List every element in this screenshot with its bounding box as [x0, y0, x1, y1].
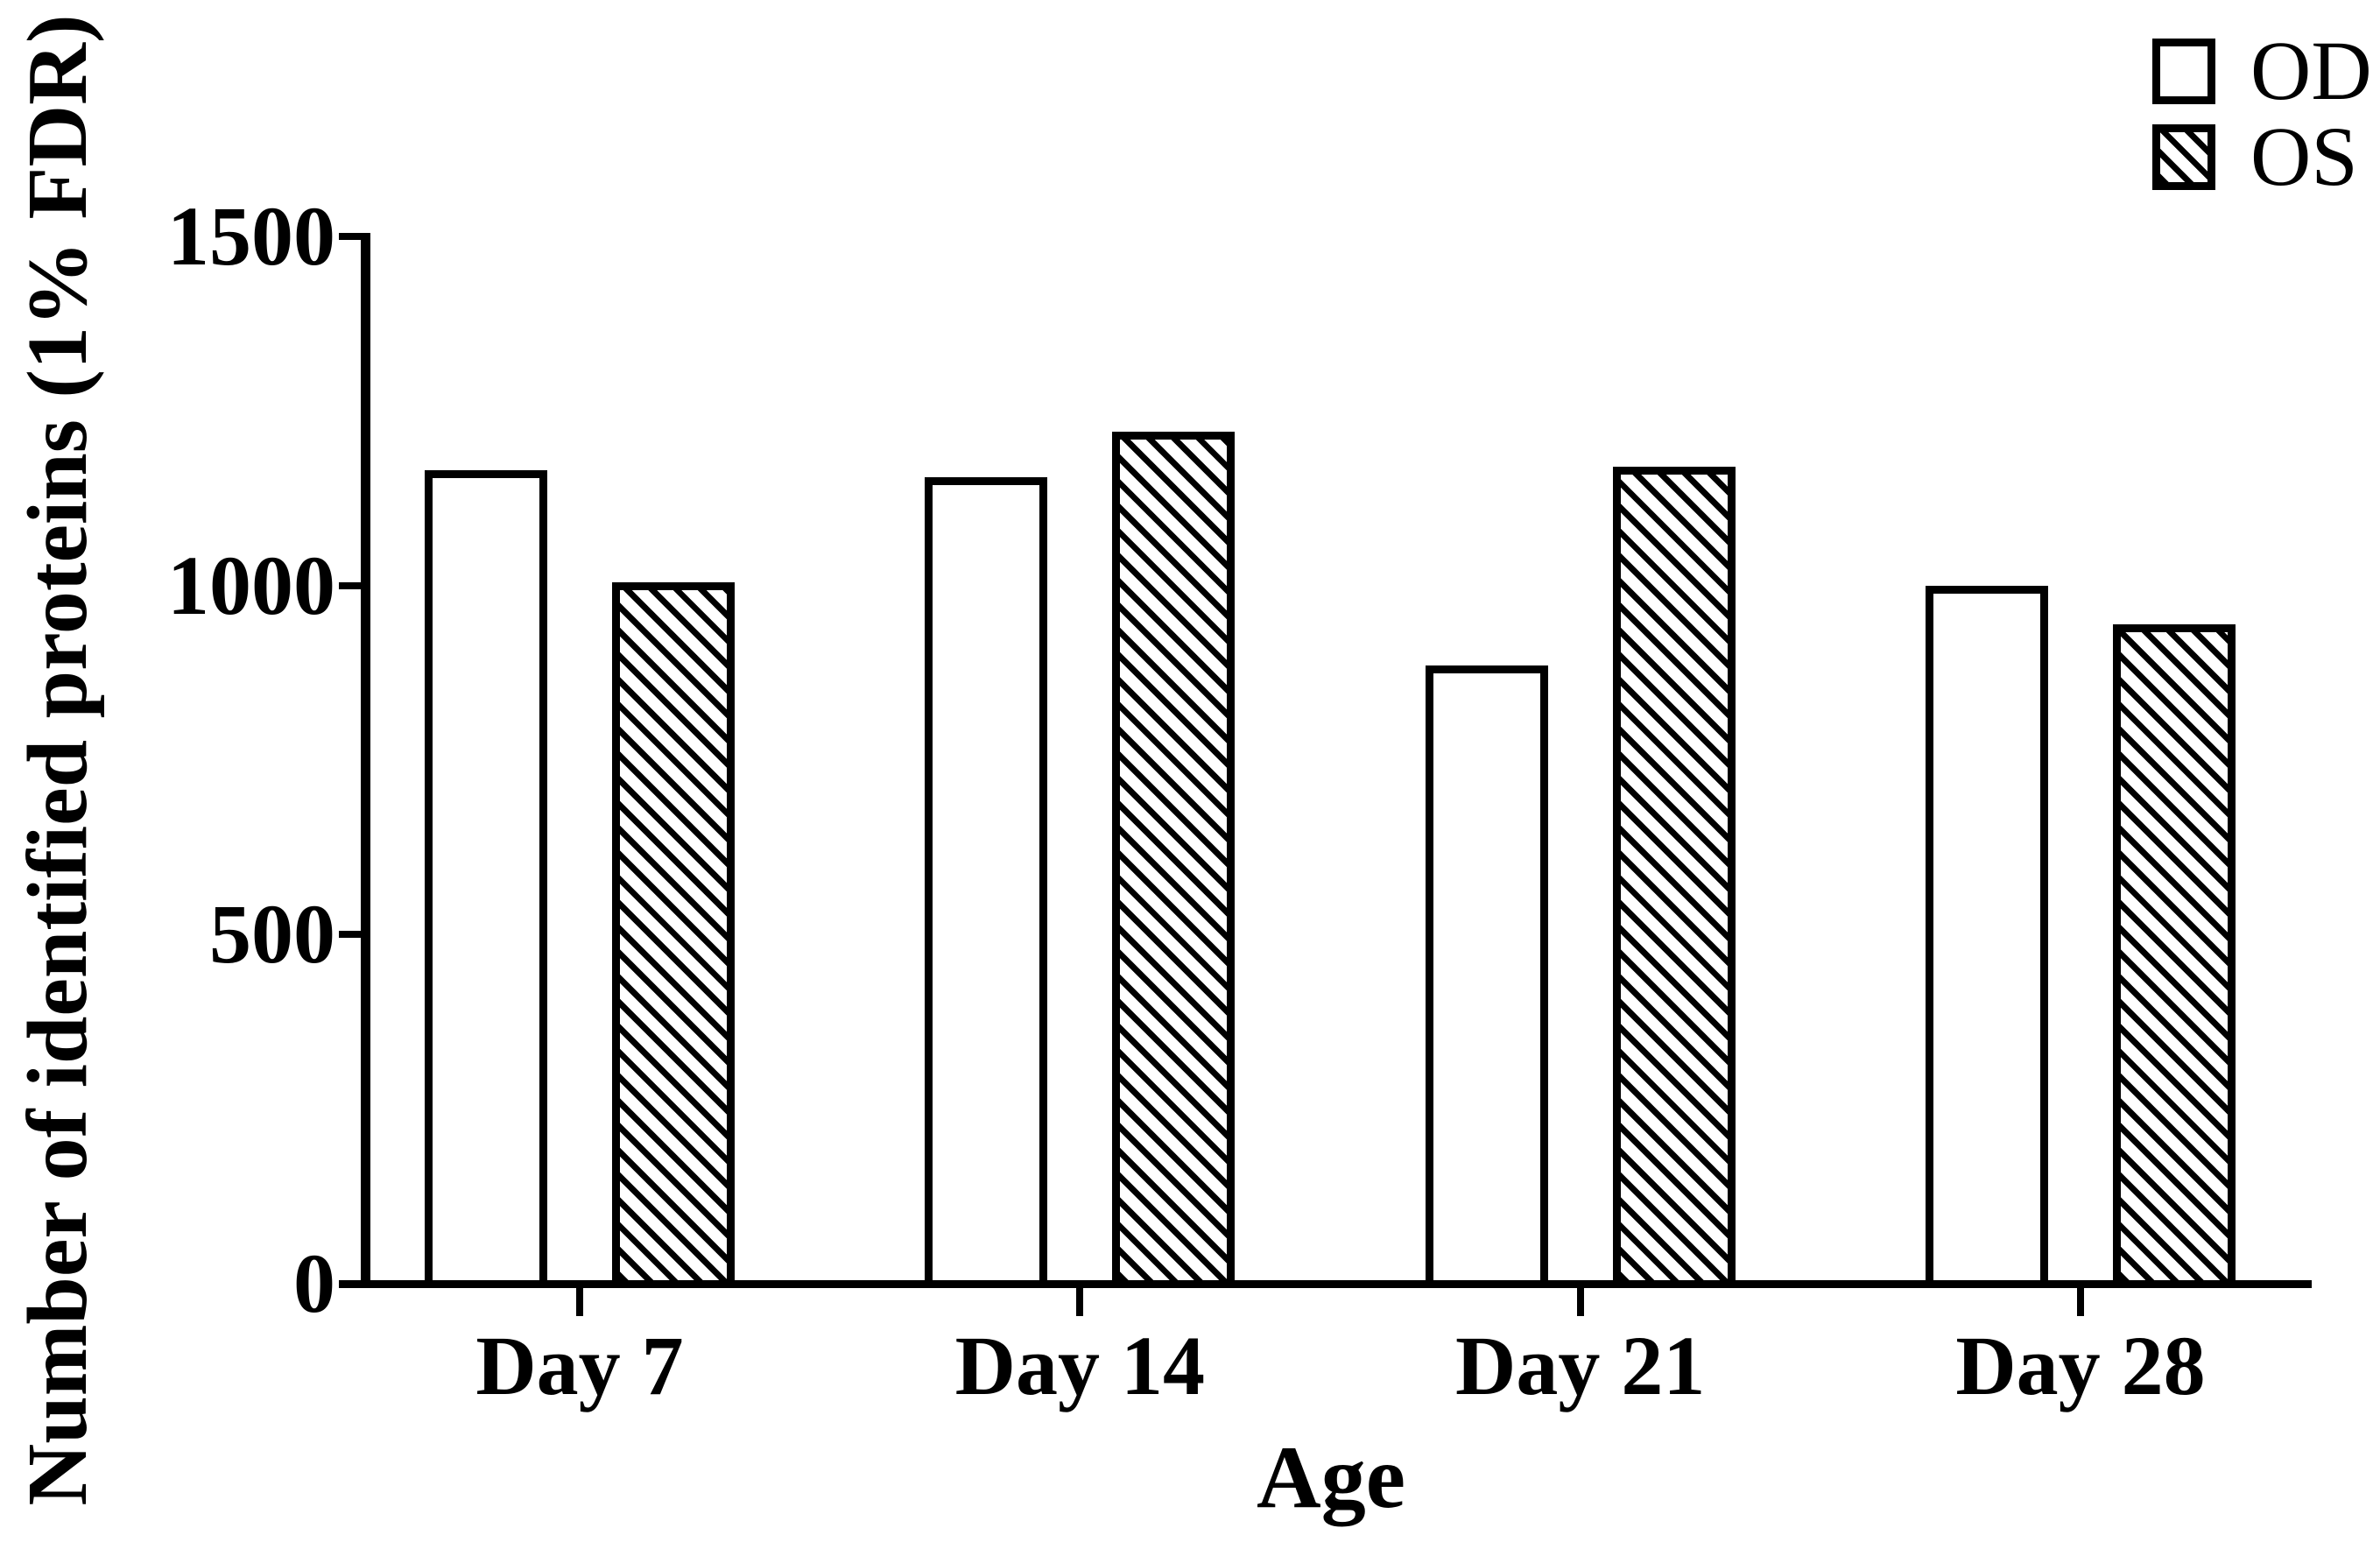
bar-os-day-28: [2113, 623, 2236, 1288]
os-hatched-square-swatch-icon: [2152, 123, 2215, 190]
bar-od-day-21: [1425, 665, 1548, 1288]
x-tick-day-14: [1076, 1288, 1084, 1316]
x-category-label-day-21: Day 21: [1454, 1319, 1706, 1412]
y-axis-line: [361, 233, 370, 1288]
y-tick-1000: [339, 581, 365, 589]
y-tick-1500: [339, 233, 365, 240]
y-tick-label-1000: 1000: [167, 538, 335, 632]
bar-od-day-28: [1926, 585, 2048, 1288]
bar-od-day-7: [425, 470, 547, 1288]
od-open-square-swatch-icon: [2152, 38, 2215, 104]
bar-os-day-14: [1112, 432, 1236, 1288]
y-tick-label-0: 0: [293, 1236, 335, 1330]
y-tick-label-500: 500: [209, 887, 335, 982]
bar-os-day-7: [612, 581, 735, 1288]
legend-label-os: OS: [2250, 109, 2358, 203]
x-tick-day-28: [2077, 1288, 2084, 1316]
legend-label-od: OD: [2250, 24, 2372, 117]
y-tick-label-1500: 1500: [167, 189, 335, 283]
y-axis-title: Number of identified proteins (1% FDR): [11, 14, 105, 1506]
bar-od-day-14: [925, 477, 1048, 1288]
x-axis-line: [339, 1280, 2312, 1288]
x-axis-title: Age: [1257, 1428, 1405, 1527]
legend-item-od: OD: [2152, 29, 2372, 113]
x-category-label-day-14: Day 14: [954, 1319, 1205, 1412]
x-tick-day-21: [1576, 1288, 1584, 1316]
x-tick-day-7: [576, 1288, 583, 1316]
x-category-label-day-28: Day 28: [1955, 1319, 2206, 1412]
x-category-label-day-7: Day 7: [475, 1319, 684, 1412]
y-tick-500: [339, 931, 365, 939]
legend-item-os: OS: [2152, 115, 2358, 199]
bar-os-day-21: [1612, 467, 1736, 1288]
